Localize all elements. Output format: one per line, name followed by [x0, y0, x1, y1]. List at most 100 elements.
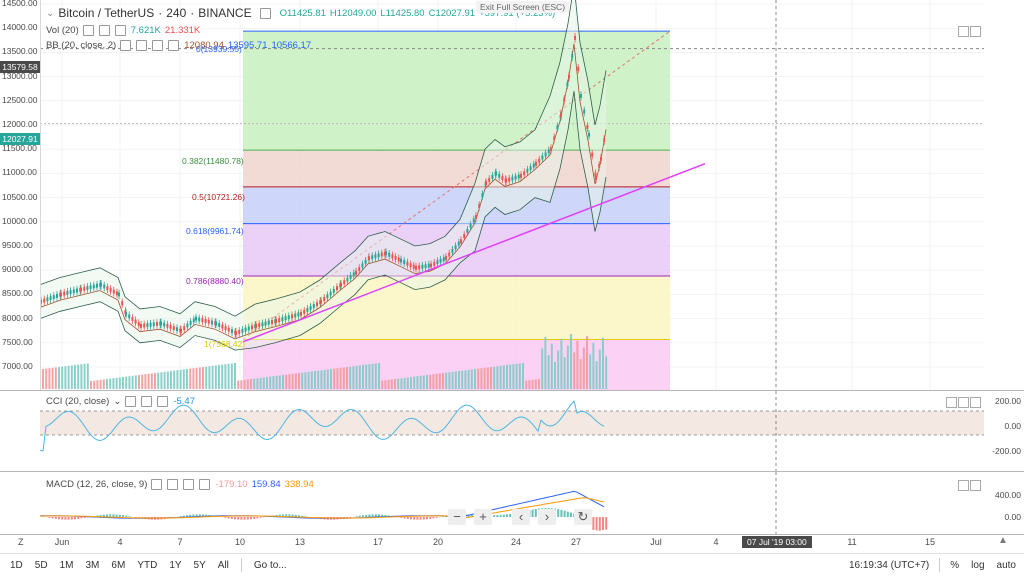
- zoom-out-button[interactable]: −: [448, 509, 466, 525]
- candle-body: [463, 234, 466, 238]
- close-icon[interactable]: [152, 40, 164, 51]
- pane-maximize-icon[interactable]: [958, 26, 969, 37]
- range-1y[interactable]: 1Y: [169, 559, 182, 571]
- candle-body: [149, 322, 152, 327]
- volume-bar: [534, 379, 537, 389]
- macd-value: 159.84: [251, 479, 281, 490]
- settings-icon[interactable]: [167, 479, 179, 490]
- price-axis[interactable]: 14500.00 14000.00 13500.00 13000.00 12500.00…: [0, 0, 41, 390]
- close-icon[interactable]: [183, 479, 195, 490]
- volume-bar: [64, 366, 67, 389]
- price-axis-tick: 11500.00: [2, 143, 37, 154]
- scroll-left-button[interactable]: ‹: [512, 509, 530, 525]
- pane-separator[interactable]: [0, 390, 1024, 391]
- scroll-to-latest-icon[interactable]: ▲: [998, 535, 1008, 546]
- candle-body: [380, 252, 383, 257]
- visibility-icon[interactable]: [82, 25, 94, 36]
- cci-chart[interactable]: [0, 391, 984, 471]
- time-axis-tick: 13: [294, 537, 306, 547]
- macd-histogram-bar: [179, 516, 182, 517]
- pane-close-icon[interactable]: [970, 26, 981, 37]
- volume-bar: [99, 379, 102, 389]
- visibility-icon[interactable]: [151, 479, 163, 490]
- pane-up-icon[interactable]: [946, 397, 957, 408]
- candle-body: [478, 204, 481, 209]
- crosshair-price-label: 13579.58: [0, 61, 40, 73]
- cci-band: [40, 411, 984, 435]
- exit-fullscreen-hint[interactable]: Exit Full Screen (ESC): [476, 1, 570, 13]
- settings-icon[interactable]: [141, 396, 153, 407]
- bb-label[interactable]: BB (20, close, 2): [46, 40, 117, 51]
- price-pane[interactable]: [0, 0, 984, 390]
- pane-maximize-icon[interactable]: [958, 397, 969, 408]
- reset-chart-button[interactable]: ↻: [574, 509, 592, 525]
- interval[interactable]: 240: [166, 6, 187, 20]
- more-icon[interactable]: [199, 479, 211, 490]
- scale-z-button[interactable]: Z: [18, 537, 24, 547]
- visibility-icon[interactable]: [125, 396, 137, 407]
- cci-label[interactable]: CCI (20, close): [46, 396, 110, 407]
- bb-legend[interactable]: BB (20, close, 2) 12080.94 13595.71 1056…: [46, 40, 311, 51]
- percent-toggle[interactable]: %: [950, 559, 960, 571]
- macd-histogram-bar: [346, 517, 348, 519]
- symbol-legend[interactable]: ⌄ Bitcoin / TetherUS · 240 · BINANCE O11…: [46, 6, 556, 20]
- goto-button[interactable]: Go to...: [253, 559, 287, 571]
- macd-histogram-bar: [288, 514, 291, 517]
- pane-close-icon[interactable]: [970, 480, 981, 491]
- candle-body: [100, 282, 102, 287]
- time-axis[interactable]: Jun47101317202427Jul481115: [0, 537, 984, 551]
- settings-icon[interactable]: [136, 40, 148, 51]
- volume-bar: [278, 375, 281, 389]
- range-all[interactable]: All: [217, 559, 229, 571]
- close-icon[interactable]: [114, 25, 126, 36]
- auto-toggle[interactable]: auto: [996, 559, 1016, 571]
- macd-histogram-bar: [192, 514, 195, 517]
- cci-legend[interactable]: CCI (20, close) ⌄ -5.47: [46, 396, 195, 407]
- volume-bar: [253, 378, 256, 389]
- zoom-in-button[interactable]: +: [474, 509, 492, 525]
- more-icon[interactable]: [168, 40, 180, 51]
- chevron-down-icon[interactable]: ⌄: [113, 396, 122, 407]
- candle-body: [397, 257, 400, 262]
- volume-bar: [365, 364, 368, 389]
- pane-up-icon[interactable]: [958, 480, 969, 491]
- range-3m[interactable]: 3M: [85, 559, 100, 571]
- volume-bar: [570, 334, 572, 389]
- macd-label[interactable]: MACD (12, 26, close, 9): [46, 479, 148, 490]
- scroll-right-button[interactable]: ›: [538, 509, 556, 525]
- clock[interactable]: 16:19:34 (UTC+7): [848, 559, 930, 571]
- macd-histogram-bar: [570, 512, 572, 517]
- range-1m[interactable]: 1M: [59, 559, 74, 571]
- symbol-name[interactable]: Bitcoin / TetherUS: [58, 6, 155, 20]
- volume-bar: [576, 340, 579, 389]
- settings-icon[interactable]: [98, 25, 110, 36]
- collapse-icon[interactable]: ⌄: [46, 7, 55, 19]
- series-settings-icon[interactable]: [259, 7, 271, 19]
- range-5d[interactable]: 5D: [34, 559, 48, 571]
- candle-body: [517, 174, 520, 179]
- candle-body: [255, 323, 257, 328]
- candle-body: [532, 163, 535, 168]
- candle-body: [346, 277, 349, 282]
- volume-legend[interactable]: Vol (20) 7.621K 21.331K: [46, 25, 200, 36]
- range-1d[interactable]: 1D: [10, 559, 23, 571]
- volume-bar: [176, 370, 179, 389]
- log-toggle[interactable]: log: [971, 559, 985, 571]
- pane-separator[interactable]: [0, 471, 1024, 472]
- price-axis-tick: 9000.00: [2, 264, 33, 275]
- macd-histogram-bar: [301, 515, 304, 517]
- close-icon[interactable]: [157, 396, 169, 407]
- range-6m[interactable]: 6M: [111, 559, 126, 571]
- pane-close-icon[interactable]: [970, 397, 981, 408]
- candle-body: [485, 181, 487, 186]
- volume-bar: [394, 379, 396, 389]
- volume-bar: [301, 372, 304, 389]
- range-5y[interactable]: 5Y: [193, 559, 206, 571]
- price-chart[interactable]: [0, 0, 984, 390]
- range-ytd[interactable]: YTD: [137, 559, 158, 571]
- visibility-icon[interactable]: [120, 40, 132, 51]
- candle-body: [427, 263, 430, 268]
- macd-legend[interactable]: MACD (12, 26, close, 9) -179.10 159.84 3…: [46, 479, 314, 490]
- candle-body: [385, 251, 387, 256]
- volume-label[interactable]: Vol (20): [46, 25, 79, 36]
